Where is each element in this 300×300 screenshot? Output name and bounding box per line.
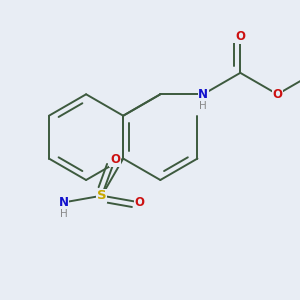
Text: H: H bbox=[199, 101, 207, 111]
Text: H: H bbox=[60, 209, 68, 219]
Text: O: O bbox=[272, 88, 282, 101]
Text: O: O bbox=[235, 30, 245, 43]
Text: N: N bbox=[59, 196, 69, 209]
Text: N: N bbox=[198, 88, 208, 101]
Text: O: O bbox=[135, 196, 145, 209]
Text: S: S bbox=[97, 189, 106, 202]
Text: O: O bbox=[110, 153, 120, 166]
